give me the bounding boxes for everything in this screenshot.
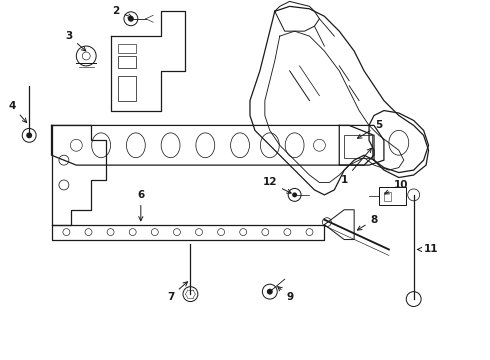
- Text: 3: 3: [65, 31, 86, 51]
- Text: 4: 4: [8, 100, 26, 122]
- Bar: [119, 76, 136, 100]
- Text: 9: 9: [278, 287, 293, 302]
- Circle shape: [128, 16, 134, 22]
- Circle shape: [267, 289, 273, 294]
- Bar: [119, 56, 136, 68]
- Text: 12: 12: [263, 177, 291, 193]
- Text: 7: 7: [167, 282, 188, 302]
- Text: 10: 10: [385, 180, 409, 194]
- Circle shape: [292, 192, 297, 197]
- Bar: [344, 135, 371, 158]
- Text: 2: 2: [112, 6, 132, 18]
- Bar: [379, 188, 406, 205]
- Text: 8: 8: [357, 215, 378, 230]
- Text: 5: 5: [358, 121, 383, 138]
- Circle shape: [26, 132, 32, 138]
- Text: 11: 11: [417, 244, 438, 255]
- Text: 1: 1: [341, 148, 371, 185]
- Bar: [384, 192, 392, 201]
- Text: 6: 6: [137, 190, 145, 221]
- Bar: [119, 44, 136, 54]
